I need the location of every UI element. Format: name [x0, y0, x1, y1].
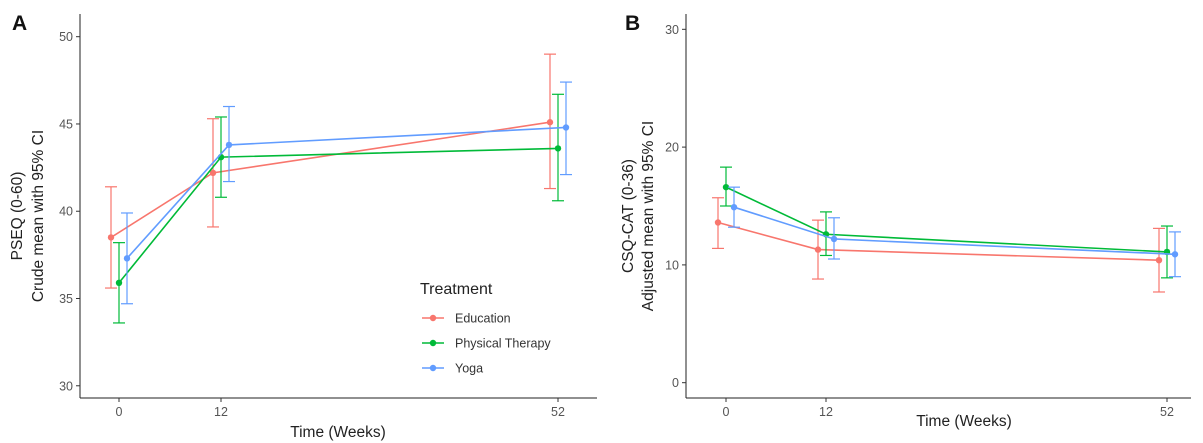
y-axis-subtitle: Crude mean with 95% CI — [30, 130, 47, 302]
x-tick-label: 0 — [116, 405, 123, 419]
data-point — [730, 203, 738, 211]
panel-letter: B — [625, 12, 640, 35]
series-line — [733, 206, 1176, 256]
legend-label: Physical Therapy — [455, 337, 551, 351]
x-tick-label: 0 — [723, 405, 730, 419]
x-tick-label: 12 — [214, 405, 228, 419]
panel-letter: A — [12, 12, 27, 35]
data-point — [814, 246, 822, 253]
x-tick-label: 52 — [1160, 405, 1174, 419]
y-axis-title: CSQ-CAT (0-36) — [620, 159, 637, 273]
data-point — [1171, 251, 1179, 258]
series-line — [118, 147, 559, 284]
y-tick-label: 50 — [59, 30, 73, 44]
data-point — [225, 141, 233, 149]
series-yoga — [121, 81, 572, 305]
data-point — [123, 255, 131, 262]
data-point — [115, 279, 123, 286]
legend-label: Yoga — [455, 362, 483, 376]
x-axis-title: Time (Weeks) — [916, 413, 1012, 430]
y-tick-label: 20 — [665, 141, 679, 155]
y-tick-label: 10 — [665, 258, 679, 272]
data-point — [562, 124, 570, 131]
legend-item: Education — [422, 312, 511, 326]
x-axis-title: Time (Weeks) — [290, 424, 386, 441]
y-axis-title: PSEQ (0-60) — [9, 172, 26, 261]
series-education — [712, 197, 1165, 293]
series-physical-therapy — [720, 166, 1173, 279]
data-point — [554, 145, 562, 152]
series-line — [717, 221, 1160, 261]
data-point — [1155, 256, 1163, 264]
y-tick-label: 0 — [672, 376, 679, 390]
data-point — [714, 219, 722, 226]
legend-item: Physical Therapy — [422, 337, 551, 351]
panel-a: A 30 35 40 45 50 0 12 52 Time (Weeks) PSEQ (0-60) C… — [9, 12, 597, 441]
x-tick-label: 12 — [819, 405, 833, 419]
data-point — [722, 183, 730, 191]
legend-key-point — [429, 339, 437, 347]
legend-item: Yoga — [422, 362, 483, 376]
y-tick-label: 30 — [665, 23, 679, 37]
series-education — [105, 53, 556, 289]
series-physical-therapy — [113, 93, 564, 324]
legend-key-point — [429, 364, 437, 372]
data-point — [546, 119, 554, 126]
series-yoga — [728, 186, 1181, 278]
legend-key-point — [429, 314, 437, 322]
data-point — [209, 169, 217, 177]
y-tick-label: 30 — [59, 379, 73, 393]
panel-b: B 0 10 20 30 0 12 52 Time (Weeks) CSQ-CAT (0-36) A… — [620, 12, 1191, 430]
data-point — [830, 235, 838, 243]
legend: Treatment Education Physical Therapy Yoga — [420, 281, 551, 376]
x-tick-label: 52 — [551, 405, 565, 419]
y-tick-label: 35 — [59, 292, 73, 306]
legend-label: Education — [455, 312, 511, 326]
legend-title: Treatment — [420, 281, 493, 298]
y-tick-label: 45 — [59, 117, 73, 131]
y-axis-subtitle: Adjusted mean with 95% CI — [640, 121, 657, 311]
data-point — [107, 234, 115, 241]
y-tick-label: 40 — [59, 205, 73, 219]
